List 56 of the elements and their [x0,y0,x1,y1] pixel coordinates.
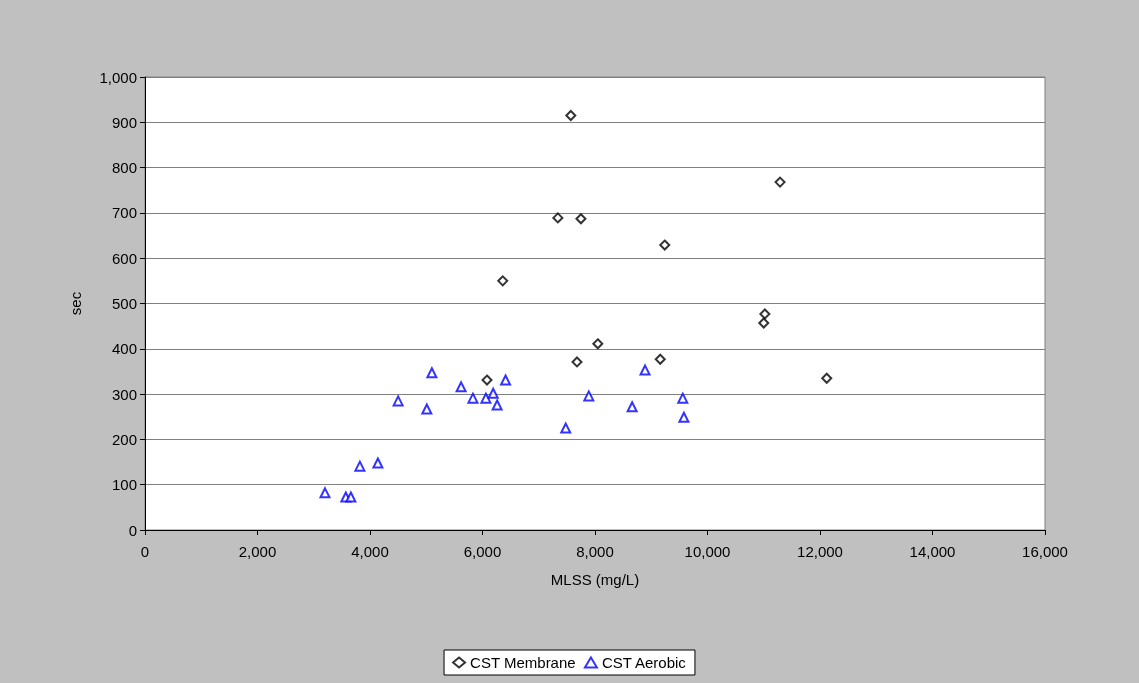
point [560,422,572,434]
y-tick-label: 100 [111,476,137,494]
point [565,110,577,121]
point [354,460,366,472]
x-tick-label: 8,000 [576,543,614,560]
point [455,381,467,393]
point [659,239,671,251]
x-tick-label: 6,000 [463,543,502,560]
x-axis-title: MLSS (mg/L) [550,571,640,588]
point [583,390,595,402]
point [500,374,512,386]
point [421,403,433,415]
legend-label: CST Membrane [470,654,576,671]
point [426,367,438,379]
point [678,411,690,423]
point [372,457,384,469]
point [677,392,689,404]
x-tick-label: 4,000 [351,543,389,560]
x-tick-label: 2,000 [238,543,277,560]
y-axis-title: sec [67,291,84,316]
y-tick-label: 200 [111,430,137,448]
y-tick-label: 700 [111,204,137,222]
point [759,308,771,320]
point [575,213,587,225]
point [345,491,357,503]
y-tick-label: 1,000 [99,68,137,86]
y-tick-label: 500 [111,295,137,312]
point [487,387,499,399]
point [639,364,651,376]
y-tick-label: 600 [111,249,137,267]
point [552,212,564,224]
x-tick-label: 10,000 [684,543,731,560]
point [774,176,786,188]
point [571,356,583,368]
y-tick-label: 800 [111,159,137,177]
x-tick-label: 16,000 [1022,543,1068,560]
y-tick-label: 900 [111,113,137,131]
y-tick-label: 0 [128,521,137,539]
point [481,374,493,386]
point [392,395,404,407]
point [497,275,509,287]
x-tick-label: 14,000 [909,543,956,560]
x-tick-label: 0 [140,543,150,560]
point [654,353,666,365]
point [758,317,770,329]
point [319,487,331,499]
point [592,338,604,350]
point [467,392,479,404]
x-tick-label: 12,000 [797,543,843,560]
point [626,401,638,413]
point [821,372,833,384]
y-tick-label: 400 [111,340,137,358]
legend-label: CST Aerobic [601,654,687,671]
point [491,399,503,411]
point [480,392,492,404]
y-tick-label: 300 [111,385,137,403]
